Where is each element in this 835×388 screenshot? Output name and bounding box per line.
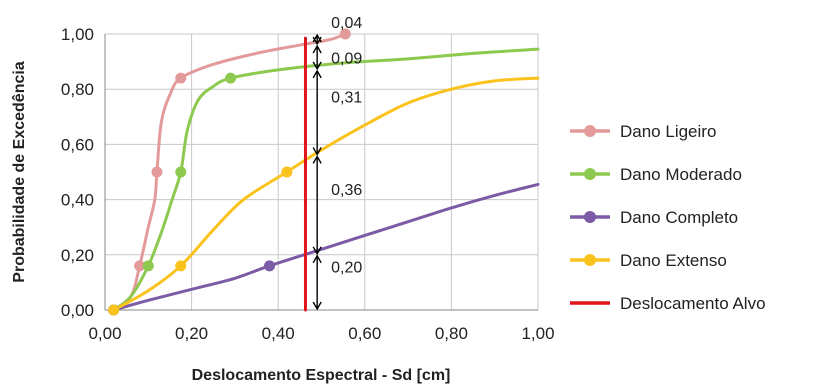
series-marker-dano-extenso [175, 260, 187, 272]
series-marker-dano-ligeiro [339, 28, 351, 40]
series-marker-dano-extenso [108, 304, 120, 316]
legend-label-dano-moderado: Dano Moderado [620, 165, 742, 184]
x-axis-title: Deslocamento Espectral - Sd [cm] [192, 367, 451, 384]
bracket-arrow-down [312, 61, 322, 71]
series-markers [108, 28, 351, 316]
x-tick-label: 0,20 [175, 324, 208, 343]
y-tick-label: 0,20 [61, 246, 94, 265]
bracket-arrow-down [312, 301, 322, 311]
legend-label-dano-completo: Dano Completo [620, 208, 738, 227]
bracket-label: 0,04 [331, 15, 362, 32]
x-tick-label: 0,40 [262, 324, 295, 343]
series-marker-dano-moderado [225, 72, 237, 84]
series-marker-dano-moderado [142, 260, 154, 272]
bracket-arrow-down [312, 147, 322, 156]
y-tick-label: 0,60 [61, 135, 94, 154]
bracket-arrow-up [312, 44, 322, 54]
legend-label-dano-ligeiro: Dano Ligeiro [620, 122, 716, 141]
y-tick-label: 0,80 [61, 80, 94, 99]
bracket-arrow-up [312, 69, 322, 79]
bracket-label: 0,09 [331, 50, 362, 67]
y-tick-label: 1,00 [61, 25, 94, 44]
x-tick-label: 0,00 [88, 324, 121, 343]
series-marker-dano-extenso [281, 166, 293, 178]
bracket-arrow-up [312, 254, 322, 264]
legend-marker-dano-moderado [584, 168, 596, 180]
series-marker-dano-ligeiro [175, 72, 187, 84]
axes [104, 34, 538, 311]
series-marker-dano-completo [264, 260, 276, 272]
y-axis-title: Probabilidade de Excedência [11, 61, 28, 283]
x-tick-label: 0,60 [348, 324, 381, 343]
legend-marker-dano-ligeiro [584, 125, 596, 137]
bracket-label: 0,20 [331, 259, 362, 276]
y-tick-label: 0,00 [61, 301, 94, 320]
bracket-label: 0,31 [331, 90, 362, 107]
legend-label-dano-extenso: Dano Extenso [620, 251, 727, 270]
bracket-arrow-up [312, 155, 322, 164]
series-marker-dano-ligeiro [151, 166, 163, 178]
series-marker-dano-ligeiro [134, 260, 146, 272]
bracket-label: 0,36 [331, 182, 362, 199]
bracket-arrow-down [312, 36, 322, 46]
bracket-arrow-down [312, 246, 322, 256]
y-tick-label: 0,40 [61, 191, 94, 210]
legend-marker-dano-extenso [584, 254, 596, 266]
legend: Dano Ligeiro Dano Moderado Dano Completo Da… [570, 122, 766, 313]
series-line-dano-moderado [112, 47, 540, 312]
bracket-annotations: 0,04 0,09 0,31 0,36 0,20 [312, 15, 362, 311]
series-marker-dano-moderado [175, 166, 187, 178]
x-tick-label: 1,00 [521, 324, 554, 343]
tick-labels: 0,00 0,20 0,40 0,60 0,80 1,00 0,00 0,20 0,40 0,60… [61, 25, 555, 343]
legend-marker-dano-completo [584, 211, 596, 223]
series-line-dano-completo [112, 182, 540, 312]
x-tick-label: 0,80 [435, 324, 468, 343]
legend-label-deslocamento-alvo: Deslocamento Alvo [620, 294, 766, 313]
plot-area [105, 34, 538, 310]
